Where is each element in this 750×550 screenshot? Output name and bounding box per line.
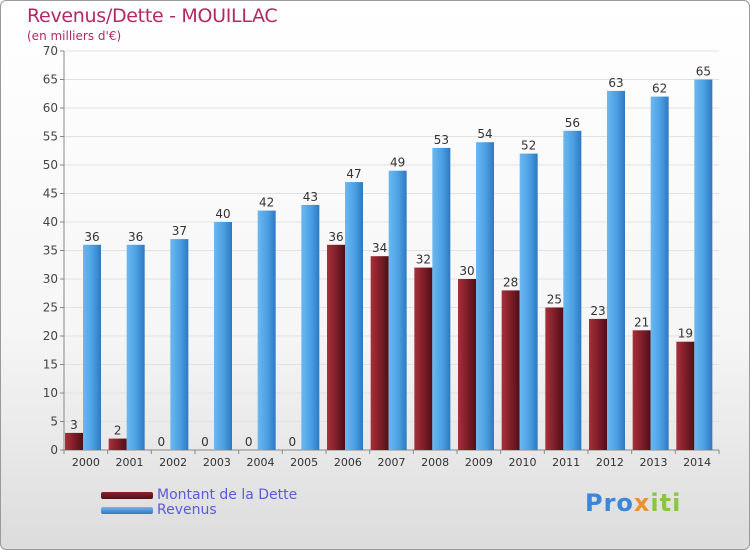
bar-revenue xyxy=(563,130,582,451)
data-label-revenue: 62 xyxy=(652,82,667,96)
y-tick-label: 55 xyxy=(43,130,58,144)
data-label-debt: 25 xyxy=(547,293,562,307)
bar-debt xyxy=(545,307,564,450)
x-tick-label: 2013 xyxy=(640,456,668,469)
data-label-revenue: 52 xyxy=(521,139,536,153)
legend-label-revenue: Revenus xyxy=(157,502,217,518)
y-tick-label: 30 xyxy=(43,272,58,286)
data-label-debt: 0 xyxy=(245,435,253,449)
data-label-revenue: 56 xyxy=(565,116,580,130)
data-labels: 3 36 2 36 0 37 0 40 0 42 0 43 36 47 34 49 32 53 30 54 28 52 25… xyxy=(70,65,711,450)
y-tick-label: 40 xyxy=(43,215,58,229)
data-label-revenue: 63 xyxy=(608,76,623,90)
y-tick-label: 10 xyxy=(43,386,58,400)
legend-label-debt: Montant de la Dette xyxy=(157,487,298,503)
data-label-revenue: 37 xyxy=(172,224,187,238)
data-label-revenue: 40 xyxy=(215,207,230,221)
data-label-debt: 0 xyxy=(201,435,209,449)
data-label-revenue: 36 xyxy=(128,230,143,244)
data-label-debt: 19 xyxy=(678,327,693,341)
y-tick-label: 25 xyxy=(43,301,58,315)
bar-revenue xyxy=(519,153,538,450)
x-tick-label: 2008 xyxy=(421,456,449,469)
y-tick-label: 60 xyxy=(43,101,58,115)
y-tick-label: 70 xyxy=(43,44,58,58)
x-tick-label: 2009 xyxy=(465,456,493,469)
x-tick-label: 2003 xyxy=(203,456,231,469)
bar-revenue xyxy=(345,182,363,450)
data-label-debt: 3 xyxy=(70,418,78,432)
bar-debt xyxy=(501,290,520,450)
data-label-revenue: 53 xyxy=(434,133,449,147)
y-tick-label: 0 xyxy=(50,443,58,457)
data-label-revenue: 54 xyxy=(477,127,492,141)
bars xyxy=(65,79,713,451)
y-tick-label: 65 xyxy=(43,73,58,87)
x-tick-label: 2005 xyxy=(290,456,318,469)
y-tick-label: 35 xyxy=(43,244,58,258)
chart-subtitle: (en milliers d'€) xyxy=(27,29,122,43)
data-label-debt: 32 xyxy=(416,253,431,267)
bar-debt xyxy=(65,432,83,450)
x-tick-label: 2012 xyxy=(596,456,624,469)
x-tick-label: 2014 xyxy=(683,456,711,469)
x-tick-label: 2002 xyxy=(159,456,187,469)
data-label-revenue: 36 xyxy=(84,230,99,244)
bar-debt xyxy=(632,330,651,450)
bar-debt xyxy=(108,438,127,450)
data-label-debt: 30 xyxy=(459,264,474,278)
bar-revenue xyxy=(607,90,625,451)
y-tick-label: 20 xyxy=(43,329,58,343)
data-label-revenue: 49 xyxy=(390,156,405,170)
x-tick-label: 2007 xyxy=(378,456,406,469)
legend-swatch-debt xyxy=(101,491,153,499)
x-tick-label: 2006 xyxy=(334,456,362,469)
bar-revenue xyxy=(476,142,494,450)
data-label-debt: 21 xyxy=(634,315,649,329)
data-label-debt: 2 xyxy=(114,424,122,438)
data-label-revenue: 43 xyxy=(303,190,318,204)
y-tick-label: 15 xyxy=(43,358,58,372)
bar-debt xyxy=(676,341,695,450)
chart-title: Revenus/Dette - MOUILLAC xyxy=(27,5,278,27)
data-label-debt: 36 xyxy=(328,230,343,244)
data-label-revenue: 65 xyxy=(696,65,711,79)
bar-revenue xyxy=(694,79,713,450)
x-tick-label: 2004 xyxy=(247,456,275,469)
bar-revenue xyxy=(388,170,407,450)
bar-revenue xyxy=(650,96,669,450)
bar-debt xyxy=(458,279,476,450)
bar-revenue xyxy=(170,239,189,450)
data-label-debt: 0 xyxy=(289,435,297,449)
bar-debt xyxy=(589,318,607,450)
x-tick-label: 2010 xyxy=(509,456,537,469)
y-tick-label: 5 xyxy=(50,415,58,429)
bar-revenue xyxy=(257,210,276,450)
legend-swatch-revenue xyxy=(101,506,153,514)
data-label-debt: 34 xyxy=(372,241,387,255)
bar-revenue xyxy=(214,222,232,450)
bar-revenue xyxy=(83,244,101,450)
y-tick-label: 45 xyxy=(43,187,58,201)
x-tick-label: 2011 xyxy=(552,456,580,469)
bar-revenue xyxy=(432,147,451,450)
data-label-debt: 0 xyxy=(158,435,166,449)
proxiti-logo: Proxiti xyxy=(585,489,682,517)
bar-revenue xyxy=(126,244,145,450)
legend-item-revenue: Revenus xyxy=(101,502,217,518)
bar-revenue xyxy=(301,204,320,450)
data-label-revenue: 47 xyxy=(346,167,361,181)
bar-debt xyxy=(414,267,433,450)
legend-item-debt: Montant de la Dette xyxy=(101,487,297,503)
bar-debt xyxy=(370,256,389,450)
bar-debt xyxy=(327,244,345,450)
data-label-debt: 28 xyxy=(503,275,518,289)
x-tick-label: 2001 xyxy=(116,456,144,469)
x-tick-label: 2000 xyxy=(72,456,100,469)
data-label-revenue: 42 xyxy=(259,196,274,210)
y-tick-label: 50 xyxy=(43,158,58,172)
data-label-debt: 23 xyxy=(590,304,605,318)
